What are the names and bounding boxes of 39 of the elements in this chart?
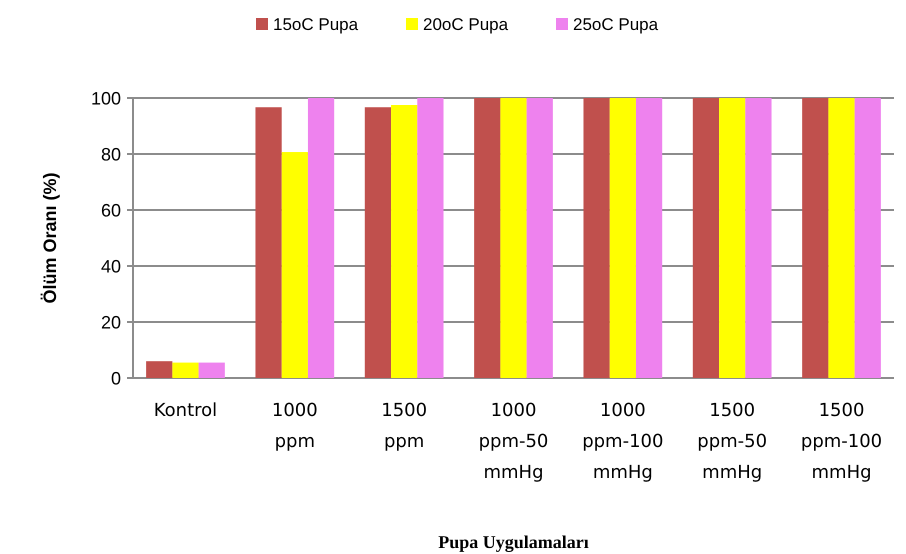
x-tick-label: 1000 ppm-100 mmHg <box>582 400 664 483</box>
bar <box>828 98 855 378</box>
bar <box>282 152 308 378</box>
bar <box>417 98 444 378</box>
x-axis-title: Pupa Uygulamaları <box>438 532 589 552</box>
y-tick-label: 100 <box>90 88 121 108</box>
legend-label: 25oC Pupa <box>573 14 659 34</box>
x-tick-label: 1500 ppm-50 mmHg <box>697 400 768 483</box>
bar <box>692 98 720 378</box>
legend-label: 15oC Pupa <box>273 14 359 34</box>
y-tick-label: 40 <box>100 256 121 276</box>
bar <box>526 98 553 378</box>
bar <box>802 98 828 378</box>
bar <box>255 107 282 378</box>
bar <box>636 98 662 378</box>
x-tick-label: 1500 ppm <box>381 400 428 452</box>
y-tick-label: 80 <box>100 144 121 164</box>
bar <box>172 362 199 378</box>
legend-label: 20oC Pupa <box>423 14 509 34</box>
y-tick-label: 20 <box>100 312 121 332</box>
bar <box>198 362 225 378</box>
bar <box>474 98 500 378</box>
x-tick-label: 1500 ppm-100 mmHg <box>800 400 882 483</box>
bar <box>391 105 418 378</box>
bar <box>308 98 334 378</box>
x-tick-label: 1000 ppm <box>272 400 318 452</box>
bar <box>500 98 527 378</box>
x-tick-label: Kontrol <box>154 400 218 421</box>
bar <box>719 98 746 378</box>
y-tick-label: 60 <box>100 200 121 220</box>
y-tick-label: 0 <box>110 368 121 388</box>
x-tick-label: 1000 ppm-50 mmHg <box>478 400 548 483</box>
bar <box>583 98 610 378</box>
y-axis-title: Ölüm Oranı (%) <box>40 172 60 304</box>
bar <box>854 98 881 378</box>
bar <box>610 98 636 378</box>
bar <box>745 98 772 378</box>
bar <box>364 107 392 378</box>
bar <box>146 361 172 378</box>
